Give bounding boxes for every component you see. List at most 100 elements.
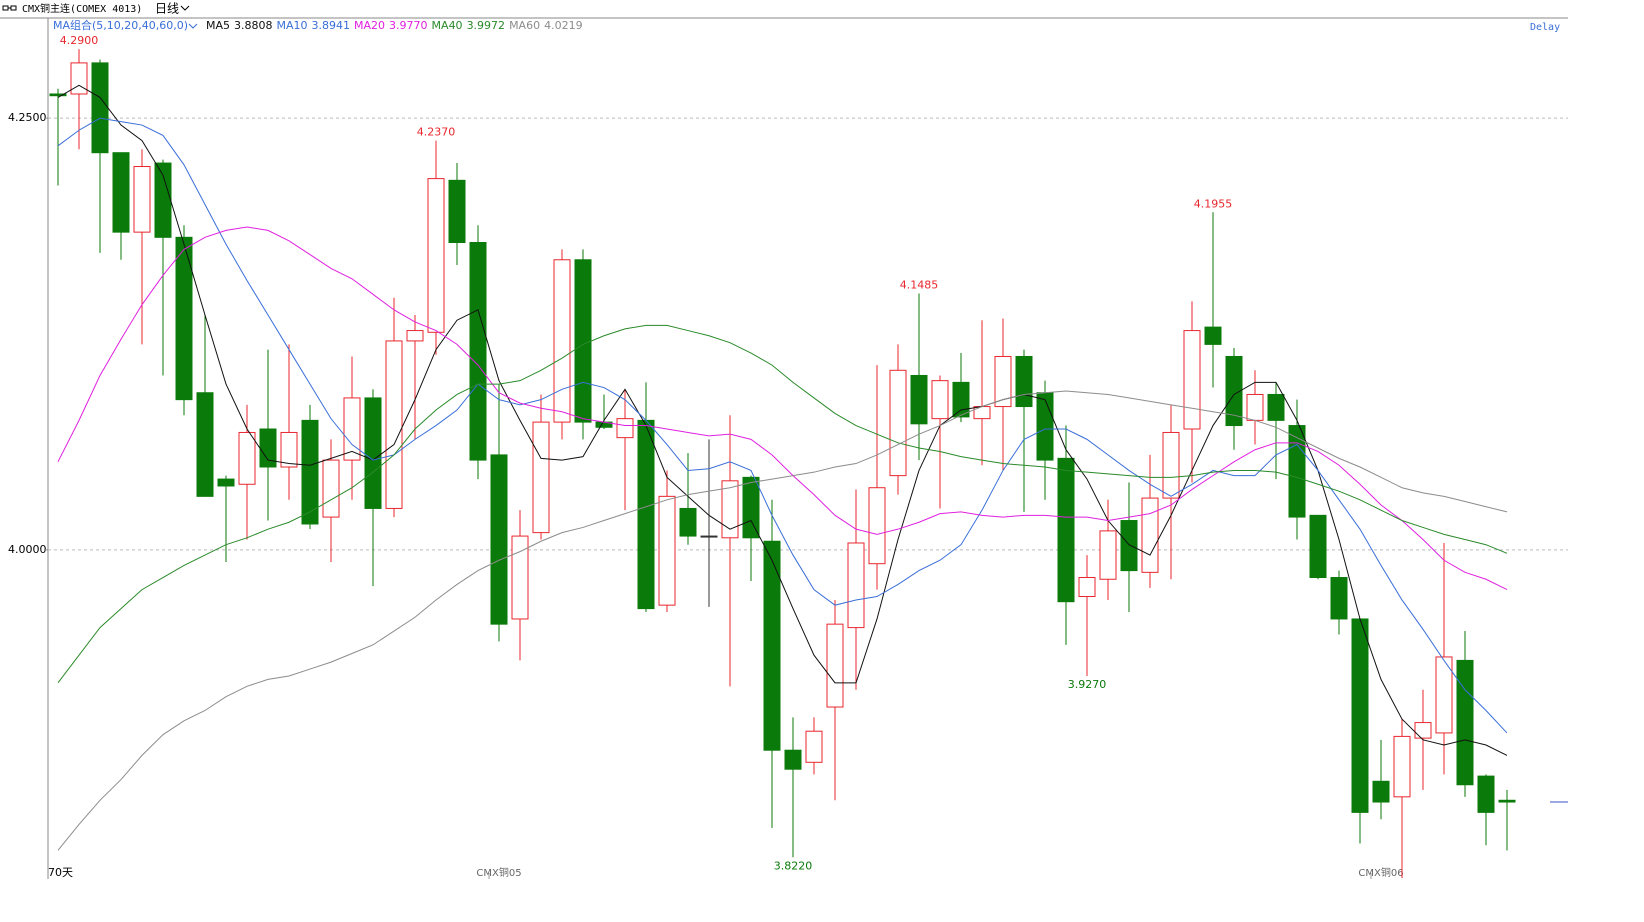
candle-body xyxy=(1393,735,1411,798)
ma-line xyxy=(57,226,1508,591)
period-selector[interactable]: 日线 xyxy=(155,2,179,16)
candle-body xyxy=(1498,799,1516,803)
candle-body xyxy=(1078,577,1096,598)
candle-body xyxy=(1309,514,1327,579)
candle-body xyxy=(1477,775,1495,813)
candle-body xyxy=(700,535,718,538)
candle-body xyxy=(238,431,256,485)
legend-value: 3.9972 xyxy=(467,19,506,32)
candle-body xyxy=(301,419,319,525)
high-label: 4.2370 xyxy=(417,126,456,139)
span-label: 70天 xyxy=(48,866,73,879)
candle-body xyxy=(112,152,130,233)
candle-body xyxy=(70,62,88,95)
legend-value: 3.9770 xyxy=(389,19,428,32)
candle-body xyxy=(763,540,781,751)
candle-body xyxy=(847,542,865,629)
indicator-chevron[interactable] xyxy=(188,23,198,29)
low-label: 3.9270 xyxy=(1068,678,1107,691)
candle-body xyxy=(490,454,508,625)
candle-body xyxy=(1120,520,1138,572)
candle-body xyxy=(1099,530,1117,580)
candle-body xyxy=(1183,330,1201,430)
legend-entry: MA10 3.8941 xyxy=(277,19,351,32)
candle-body xyxy=(343,397,361,461)
ma-line xyxy=(57,117,1508,734)
indicator-selector[interactable]: MA组合(5,10,20,40,60,0) xyxy=(53,18,188,32)
candle-body xyxy=(931,380,949,420)
candle-body xyxy=(1330,577,1348,620)
candle-body xyxy=(1267,393,1285,421)
ma-line xyxy=(57,84,1508,756)
candle-body xyxy=(1057,457,1075,603)
candle-body xyxy=(1225,355,1243,427)
ma-line xyxy=(57,390,1508,851)
candle-body xyxy=(532,421,550,534)
candle-body xyxy=(91,62,109,154)
legend-value: 3.8808 xyxy=(234,19,273,32)
candle-body xyxy=(868,487,886,565)
candle-body xyxy=(133,166,151,233)
candle-body xyxy=(280,431,298,468)
candle-body xyxy=(1141,497,1159,573)
candle-body xyxy=(1162,431,1180,499)
high-label: 4.1485 xyxy=(900,278,939,291)
legend-entry: MA40 3.9972 xyxy=(432,19,506,32)
instrument-icon xyxy=(2,5,17,11)
candle-body xyxy=(910,374,928,425)
candle-body xyxy=(805,730,823,763)
candle-body xyxy=(448,179,466,243)
candle-body xyxy=(1351,618,1369,813)
candle-body xyxy=(196,392,214,497)
legend-name: MA60 xyxy=(509,19,540,32)
candle-body xyxy=(1246,393,1264,421)
candle-body xyxy=(616,418,634,439)
y-tick-label: 4.0000 xyxy=(8,543,47,556)
x-tick-label: CMX铜05 xyxy=(476,867,521,879)
candle-body xyxy=(1456,659,1474,786)
candle-body xyxy=(574,259,592,423)
candle-body xyxy=(217,478,235,487)
candle-body xyxy=(1015,355,1033,408)
candle-body xyxy=(49,93,67,97)
low-label: 3.8220 xyxy=(774,859,813,872)
candle-body xyxy=(175,236,193,401)
candle-body xyxy=(427,178,445,333)
candle-body xyxy=(469,241,487,461)
candle-body xyxy=(637,419,655,610)
candle-body xyxy=(385,340,403,509)
candle-body xyxy=(1036,392,1054,461)
candle-body xyxy=(1372,780,1390,803)
candle-body xyxy=(1288,425,1306,518)
candle-body xyxy=(679,507,697,537)
candle-body xyxy=(658,495,676,606)
x-tick-label: CMX铜06 xyxy=(1358,867,1403,879)
high-label: 4.1955 xyxy=(1194,197,1233,210)
period-chevron[interactable] xyxy=(180,5,190,11)
candle-body xyxy=(784,749,802,770)
delay-flag: Delay xyxy=(1530,22,1560,33)
legend-entry: MA5 3.8808 xyxy=(206,19,273,32)
candle-body xyxy=(889,369,907,477)
candle-body xyxy=(952,381,970,418)
high-label: 4.2900 xyxy=(60,34,99,47)
legend-name: MA40 xyxy=(432,19,463,32)
legend-name: MA20 xyxy=(354,19,385,32)
y-tick-label: 4.2500 xyxy=(8,111,47,124)
candle-body xyxy=(406,330,424,342)
legend-name: MA5 xyxy=(206,19,230,32)
candle-body xyxy=(1435,656,1453,734)
candle-body xyxy=(364,397,382,509)
candle-body xyxy=(1204,326,1222,345)
legend-entry: MA60 4.0219 xyxy=(509,19,583,32)
instrument-name: CMX铜主连(COMEX 4013) xyxy=(22,2,142,15)
legend-value: 4.0219 xyxy=(544,19,583,32)
ma-line xyxy=(57,324,1508,684)
legend-value: 3.8941 xyxy=(312,19,351,32)
candle-body xyxy=(742,476,760,539)
candle-body xyxy=(553,259,571,423)
candle-body xyxy=(721,480,739,539)
candle-body xyxy=(994,355,1012,408)
